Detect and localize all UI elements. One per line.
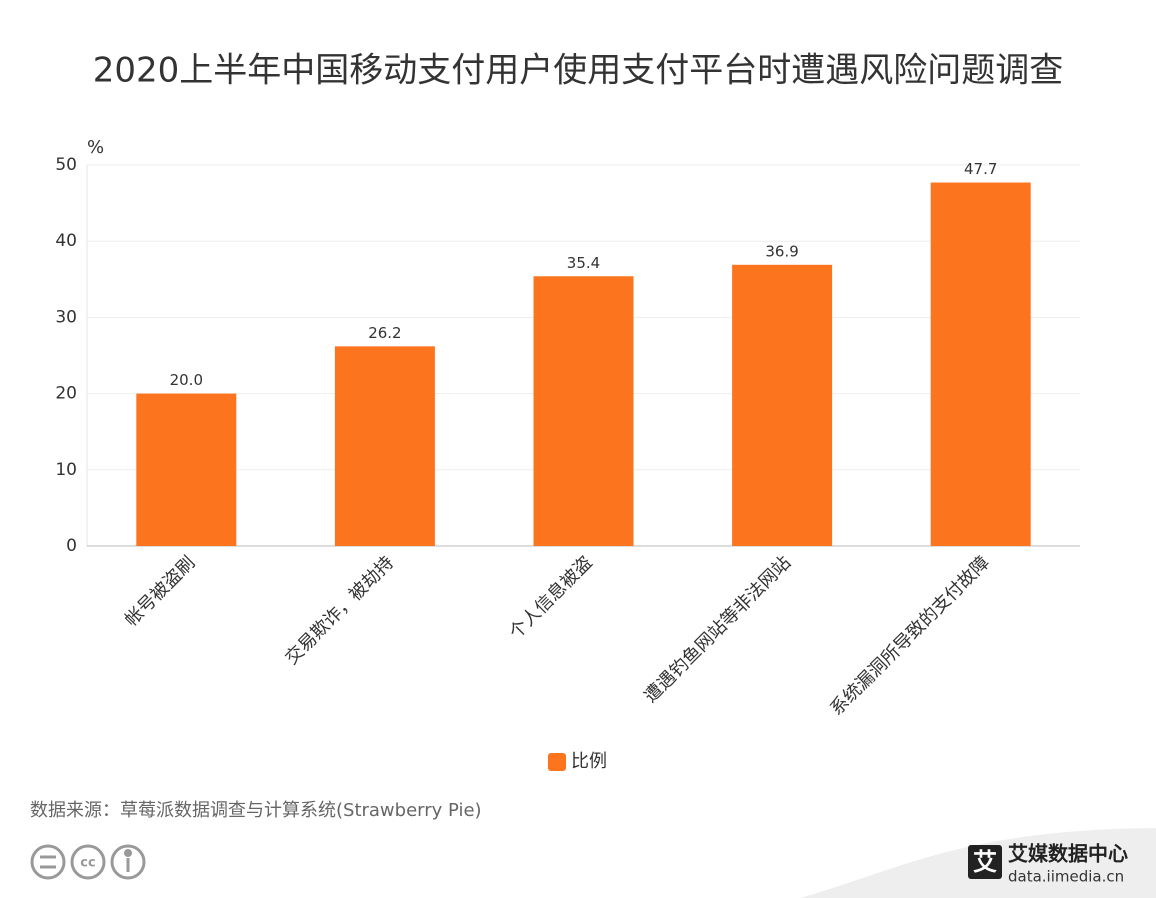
bar (732, 264, 833, 546)
y-tick-label: 10 (55, 460, 77, 480)
value-label: 36.9 (765, 242, 798, 260)
logo-box (968, 845, 1002, 879)
x-tick-label: 交易欺诈，被劫持 (281, 552, 398, 669)
value-label: 47.7 (964, 160, 997, 178)
source: 数据来源：草莓派数据调查与计算系统(Strawberry Pie) (30, 800, 482, 821)
y-tick-label: 30 (55, 307, 77, 327)
bar (533, 276, 634, 546)
x-tick-label: 遭遇钓鱼网站等非法网站 (640, 552, 795, 707)
value-label: 35.4 (567, 254, 600, 272)
y-tick-label: 40 (55, 231, 77, 251)
x-tick-label: 个人信息被盗 (505, 552, 596, 643)
bar (334, 346, 435, 546)
x-tick-label: 帐号被盗刷 (121, 552, 199, 630)
bar (930, 182, 1031, 546)
value-label: 20.0 (170, 371, 203, 389)
y-tick-label: 20 (55, 384, 77, 404)
cc-icons: cc (30, 844, 146, 880)
x-tick-label: 系统漏洞所导致的支付故障 (826, 552, 994, 720)
y-unit: % (87, 137, 104, 158)
logo-url: data.iimedia.cn (1008, 868, 1124, 886)
y-tick-label: 0 (66, 536, 77, 556)
legend-label: 比例 (571, 751, 607, 772)
bar (136, 393, 237, 546)
chart-title: 2020上半年中国移动支付用户使用支付平台时遭遇风险问题调查 (93, 51, 1064, 91)
logo-name: 艾媒数据中心 (1008, 842, 1128, 866)
y-tick-label: 50 (55, 155, 77, 175)
legend-swatch (548, 753, 566, 771)
logo-icon: 艾 (973, 848, 997, 876)
svg-text:cc: cc (80, 856, 95, 871)
value-label: 26.2 (368, 324, 401, 342)
